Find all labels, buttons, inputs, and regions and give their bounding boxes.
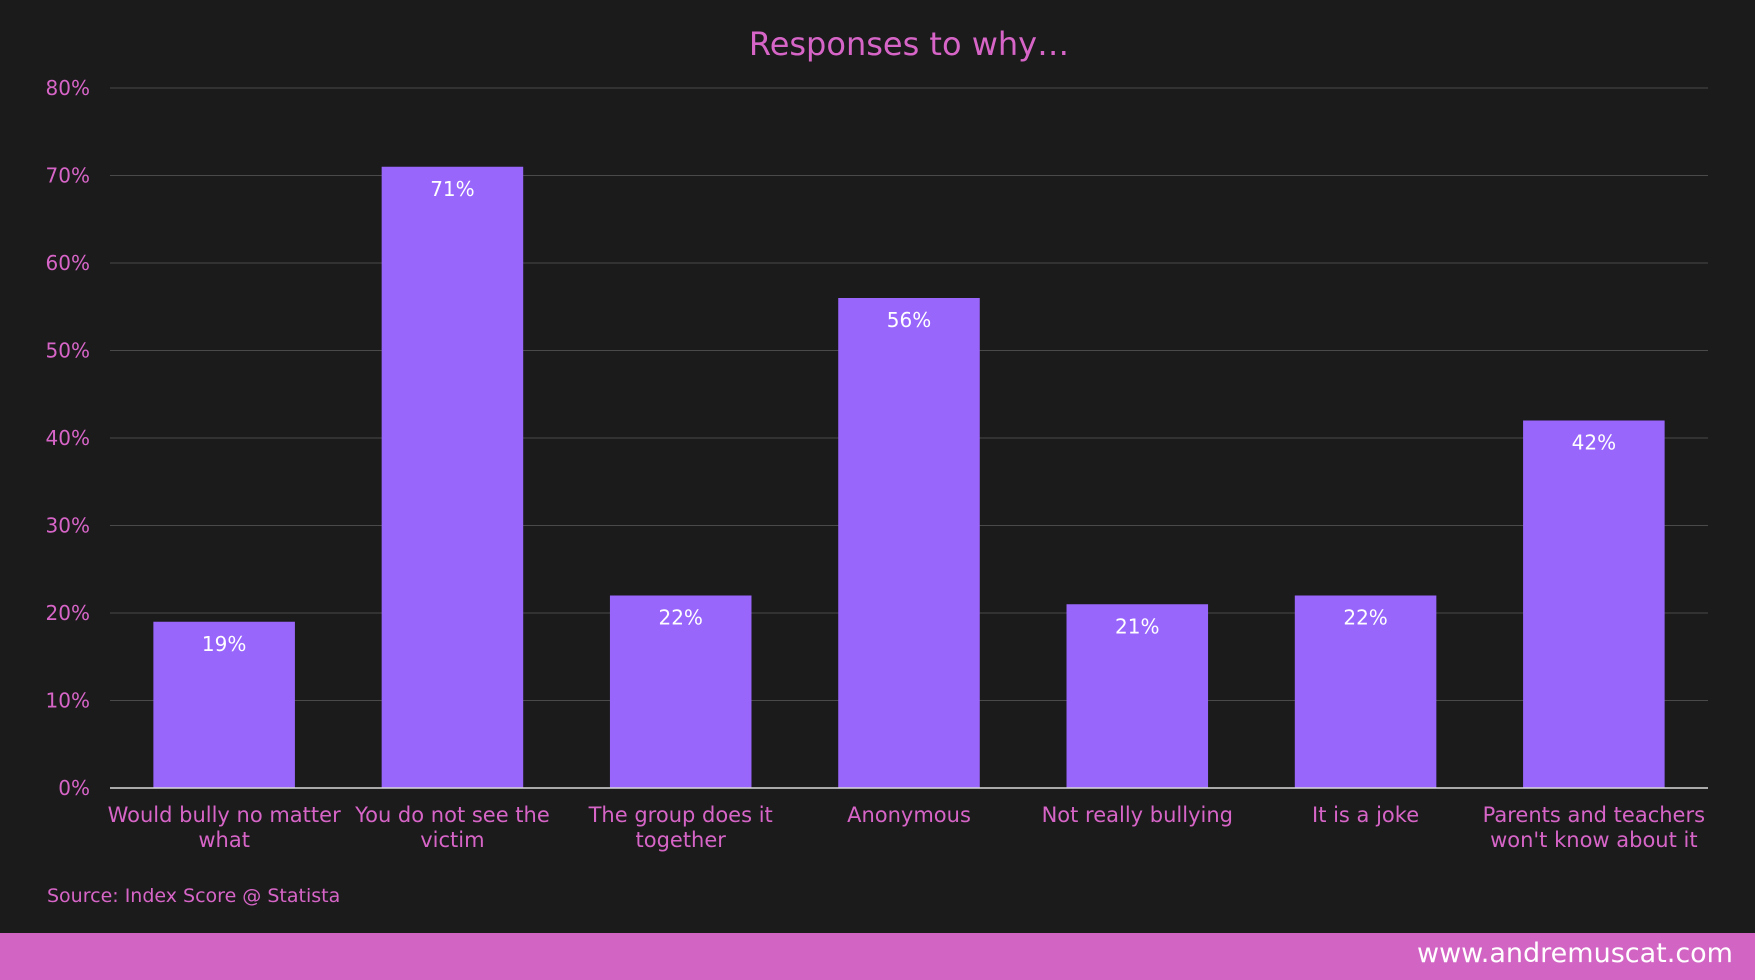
bar — [1523, 420, 1665, 788]
y-tick-label: 70% — [46, 164, 90, 188]
y-tick-label: 20% — [46, 601, 90, 625]
data-label: 19% — [202, 632, 246, 656]
data-label: 22% — [1343, 606, 1387, 630]
y-tick-label: 50% — [46, 339, 90, 363]
x-tick-label: Parents and teachers — [1483, 803, 1705, 827]
data-label: 56% — [887, 308, 931, 332]
data-label: 42% — [1572, 431, 1616, 455]
data-label: 22% — [658, 606, 702, 630]
source-note: Source: Index Score @ Statista — [47, 885, 341, 907]
x-tick-label: what — [198, 828, 250, 852]
y-tick-label: 40% — [46, 426, 90, 450]
x-tick-label: won't know about it — [1490, 828, 1698, 852]
y-tick-label: 30% — [46, 514, 90, 538]
bar — [1294, 595, 1437, 788]
bar — [609, 595, 752, 788]
bar — [1066, 604, 1209, 788]
bar — [838, 298, 980, 788]
x-tick-label: The group does it — [588, 803, 773, 827]
chart-title: Responses to why… — [749, 25, 1069, 63]
y-tick-label: 0% — [58, 776, 90, 800]
chart-svg: Responses to why… 0% 10% 20% 30% 40% 50% 60% 70%… — [46, 25, 1708, 852]
y-tick-label: 10% — [46, 689, 90, 713]
bar-chart: Responses to why… 0% 10% 20% 30% 40% 50% 60% 70%… — [46, 25, 1708, 852]
data-label: 21% — [1115, 614, 1159, 638]
x-tick-label: Would bully no matter — [108, 803, 341, 827]
footer-band: www.andremuscat.com — [0, 933, 1755, 980]
y-tick-label: 80% — [46, 76, 90, 100]
x-tick-label: victim — [420, 828, 484, 852]
bar — [153, 621, 295, 788]
y-tick-label: 60% — [46, 251, 90, 275]
x-tick-label: Anonymous — [847, 803, 971, 827]
x-tick-label: Not really bullying — [1042, 803, 1233, 827]
footer-website-link[interactable]: www.andremuscat.com — [1417, 938, 1733, 969]
x-tick-label: You do not see the — [354, 803, 550, 827]
x-tick-label: It is a joke — [1312, 803, 1419, 827]
x-tick-label: together — [635, 828, 726, 852]
bar — [381, 166, 524, 788]
data-label: 71% — [430, 177, 474, 201]
